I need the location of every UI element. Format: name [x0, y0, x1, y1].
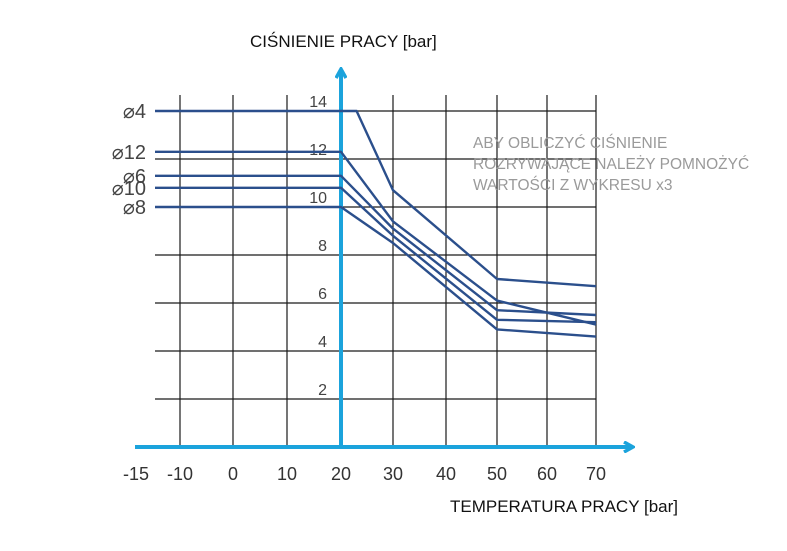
x-tick-label-4: 20	[331, 464, 351, 484]
series-lines	[155, 109, 597, 338]
x-tick-label-8: 60	[537, 464, 557, 484]
x-tick-label-2: 0	[228, 464, 238, 484]
x-tick-label-7: 50	[487, 464, 507, 484]
y-tick-label-3: 8	[318, 238, 327, 255]
series-line-2	[155, 174, 597, 317]
series-labels: ⌀4 ⌀12⌀6⌀10⌀8	[112, 101, 146, 219]
x-tick-label-1: -10	[167, 464, 193, 484]
note-line-3: WARTOŚCI Z WYKRESU x3	[473, 176, 673, 194]
series-line-0	[155, 109, 597, 288]
x-tick-labels: -15 -10 0 10 20 30 40 50 60 70	[123, 464, 606, 484]
y-tick-label-2: 6	[318, 286, 327, 303]
series-label-3: ⌀10	[112, 178, 146, 200]
series-label-4: ⌀8	[123, 197, 146, 219]
x-tick-label-9: 70	[586, 464, 606, 484]
y-tick-label-6: 14	[309, 94, 327, 111]
x-tick-label-3: 10	[277, 464, 297, 484]
x-tick-label-6: 40	[436, 464, 456, 484]
series-label-2: ⌀6	[123, 166, 146, 188]
series-line-3	[155, 186, 597, 324]
y-tick-labels: 2 4 6 8 10 12 14	[309, 94, 327, 399]
y-tick-label-1: 4	[318, 334, 327, 351]
x-tick-label-0: -15	[123, 464, 149, 484]
series-line-4	[155, 205, 597, 338]
y-tick-label-4: 10	[309, 190, 327, 207]
y-tick-label-5: 12	[309, 142, 327, 159]
x-tick-label-5: 30	[383, 464, 403, 484]
note-line-1: ABY OBLICZYĆ CIŚNIENIE	[473, 134, 667, 152]
series-label-0: ⌀4	[123, 101, 146, 123]
grid	[155, 95, 597, 447]
note-line-2: ROZRYWAJĄCE NALEŻY POMNOŻYĆ	[473, 155, 749, 173]
series-line-1	[155, 150, 597, 326]
series-label-1: ⌀12	[112, 142, 146, 164]
y-tick-label-0: 2	[318, 382, 327, 399]
x-axis-label: TEMPERATURA PRACY [bar]	[450, 497, 678, 516]
y-axis-label: CIŚNIENIE PRACY [bar]	[250, 32, 437, 51]
